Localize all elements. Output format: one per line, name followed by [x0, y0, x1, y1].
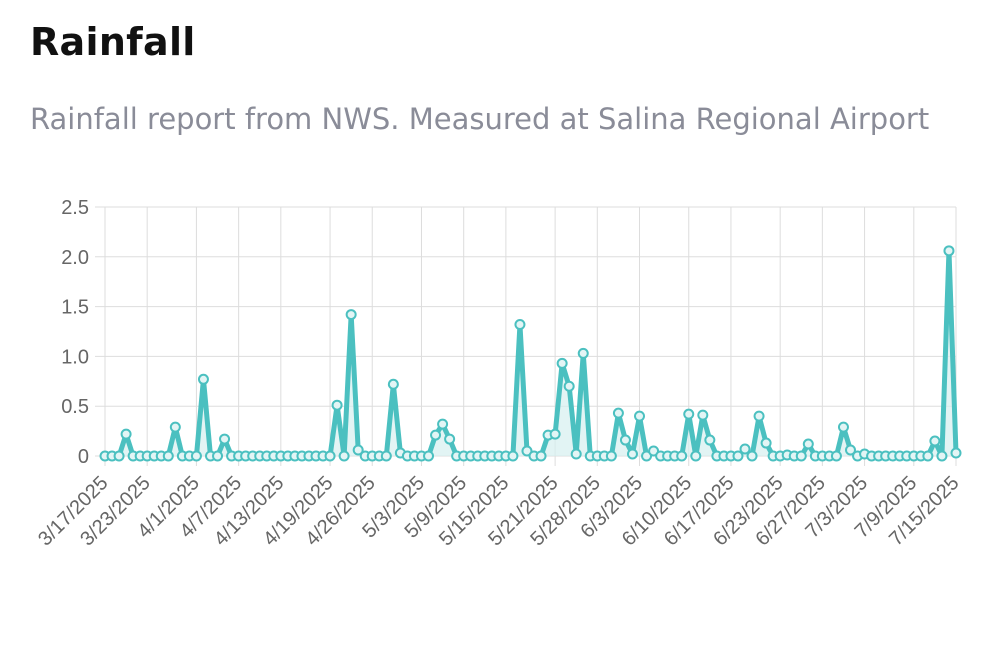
data-point — [190, 450, 202, 462]
data-point — [845, 444, 856, 456]
data-point — [324, 450, 336, 462]
data-point — [936, 450, 948, 462]
data-point — [352, 444, 364, 456]
data-point — [605, 450, 617, 462]
data-point — [423, 450, 435, 462]
data-point — [437, 418, 449, 430]
data-point — [331, 399, 343, 411]
y-tick-label: 0.5 — [61, 396, 89, 418]
data-point — [387, 378, 399, 390]
data-point — [739, 443, 751, 455]
data-point — [197, 373, 209, 385]
data-point — [922, 450, 934, 462]
data-point — [753, 410, 765, 422]
data-point — [345, 309, 357, 321]
y-tick-label: 2.0 — [61, 247, 89, 269]
data-point — [430, 429, 442, 441]
chart-title: Rainfall — [30, 20, 196, 64]
data-point — [746, 450, 758, 462]
series-area — [105, 250, 956, 456]
data-point — [626, 448, 638, 460]
data-point — [690, 450, 702, 462]
data-point — [732, 450, 744, 462]
data-point — [837, 421, 849, 433]
data-point — [162, 450, 174, 462]
data-point — [704, 434, 716, 446]
data-point — [802, 438, 814, 450]
data-point — [570, 448, 582, 460]
chart-subtitle: Rainfall report from NWS. Measured at Sa… — [30, 102, 930, 136]
y-tick-label: 0 — [78, 446, 89, 468]
y-tick-label: 1.0 — [61, 346, 89, 368]
data-point — [612, 407, 624, 419]
data-point — [648, 445, 660, 457]
data-point — [169, 421, 181, 433]
data-point — [577, 347, 589, 359]
y-tick-label: 1.5 — [61, 297, 89, 319]
data-point — [641, 450, 653, 462]
data-point — [380, 450, 392, 462]
data-point — [444, 433, 456, 445]
data-point — [535, 450, 547, 462]
data-point — [514, 319, 526, 331]
data-point — [507, 450, 519, 462]
data-point — [120, 428, 132, 440]
data-point — [634, 410, 646, 422]
data-point — [521, 445, 533, 457]
data-point — [619, 434, 631, 446]
data-point — [212, 450, 224, 462]
data-point — [676, 450, 688, 462]
data-point — [113, 450, 125, 462]
data-point — [795, 450, 807, 462]
data-point — [219, 433, 231, 445]
data-point — [338, 450, 350, 462]
data-point — [943, 245, 955, 257]
data-point — [549, 428, 561, 440]
data-point — [929, 435, 941, 447]
data-point — [683, 408, 695, 420]
data-point — [556, 357, 568, 369]
series-line — [102, 248, 959, 459]
data-point — [760, 437, 772, 449]
y-tick-label: 2.5 — [61, 197, 89, 219]
data-point — [950, 447, 962, 459]
data-point — [563, 380, 575, 392]
data-point — [830, 450, 842, 462]
data-point — [697, 409, 709, 421]
